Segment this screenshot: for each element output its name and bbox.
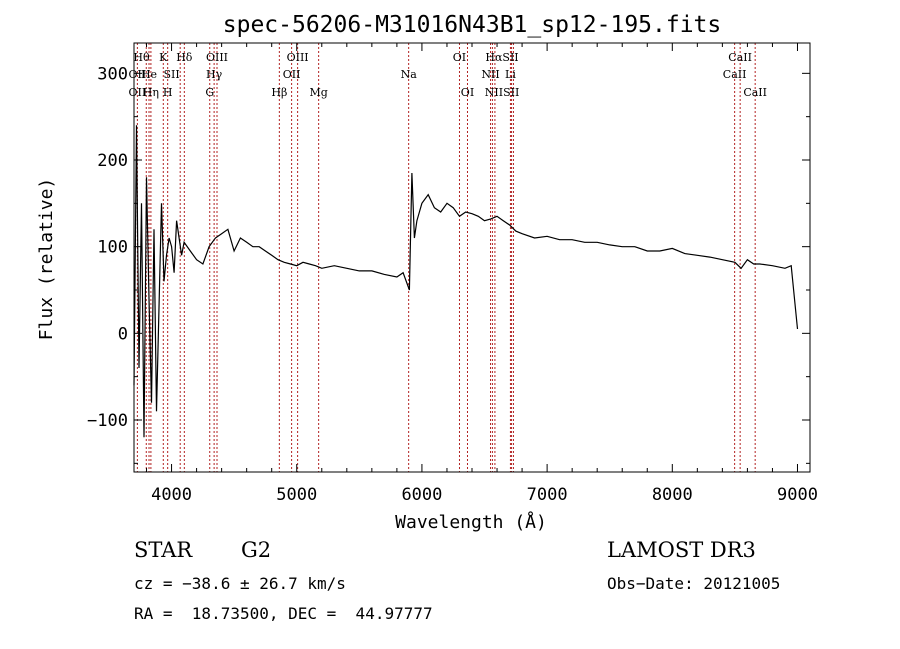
x-axis-label: Wavelength (Å) — [395, 511, 547, 533]
y-tick-label: 0 — [118, 324, 128, 344]
line-label: SII — [163, 68, 179, 81]
line-label: Li — [505, 68, 516, 81]
line-label: CaII — [728, 51, 752, 64]
line-label: Na — [401, 68, 418, 81]
line-label: Hγ — [206, 68, 223, 81]
x-tick-label: 4000 — [151, 485, 192, 505]
line-label: NIISII — [485, 86, 520, 99]
line-label: HαSII — [485, 51, 518, 64]
y-tick-label: 300 — [97, 64, 128, 84]
line-label: OI — [461, 86, 474, 99]
x-tick-label: 8000 — [652, 485, 693, 505]
redshift-info: cz = −38.6 ± 26.7 km/s — [134, 574, 346, 593]
x-tick-label: 7000 — [527, 485, 568, 505]
spectrum-line — [133, 125, 799, 438]
line-label: OII — [283, 68, 301, 81]
y-axis-ticks: −100 0 100 200 300 — [87, 64, 810, 464]
line-label: Mg — [309, 86, 327, 99]
line-label: Hβ — [271, 86, 287, 99]
line-label: NII — [481, 68, 499, 81]
x-tick-label: 5000 — [276, 485, 317, 505]
observation-date: Obs−Date: 20121005 — [607, 574, 781, 593]
chart-title: spec-56206-M31016N43B1_sp12-195.fits — [223, 12, 722, 38]
spectrum-chart: spec-56206-M31016N43B1_sp12-195.fits Hθ K… — [36, 12, 818, 533]
line-label: H — [163, 86, 173, 99]
line-label: He — [141, 68, 157, 81]
line-label: Hη — [143, 86, 159, 99]
x-tick-label: 6000 — [401, 485, 442, 505]
line-label: Hδ — [176, 51, 193, 64]
line-label: CaII — [743, 86, 767, 99]
line-label: Hθ — [133, 51, 150, 64]
spectrum-series — [133, 125, 799, 438]
y-tick-label: −100 — [87, 411, 128, 431]
survey-name: LAMOST DR3 — [607, 538, 756, 562]
y-tick-label: 200 — [97, 151, 128, 171]
line-label: OII — [129, 68, 147, 81]
line-label: CaII — [723, 68, 747, 81]
line-label: K — [159, 51, 168, 64]
x-tick-label: 9000 — [777, 485, 818, 505]
line-label: OI — [453, 51, 466, 64]
line-label: OIII — [287, 51, 309, 64]
x-axis-ticks: 4000 5000 6000 7000 8000 9000 — [146, 43, 818, 505]
line-label: OIII — [206, 51, 228, 64]
y-axis-label: Flux (relative) — [36, 178, 57, 341]
line-label: OII — [129, 86, 147, 99]
object-subclass: G2 — [241, 538, 272, 562]
object-type: STAR — [134, 538, 193, 562]
line-label: G — [205, 86, 214, 99]
y-tick-label: 100 — [97, 238, 128, 258]
coordinates: RA = 18.73500, DEC = 44.97777 — [134, 604, 433, 623]
spectral-line-markers — [136, 43, 756, 472]
